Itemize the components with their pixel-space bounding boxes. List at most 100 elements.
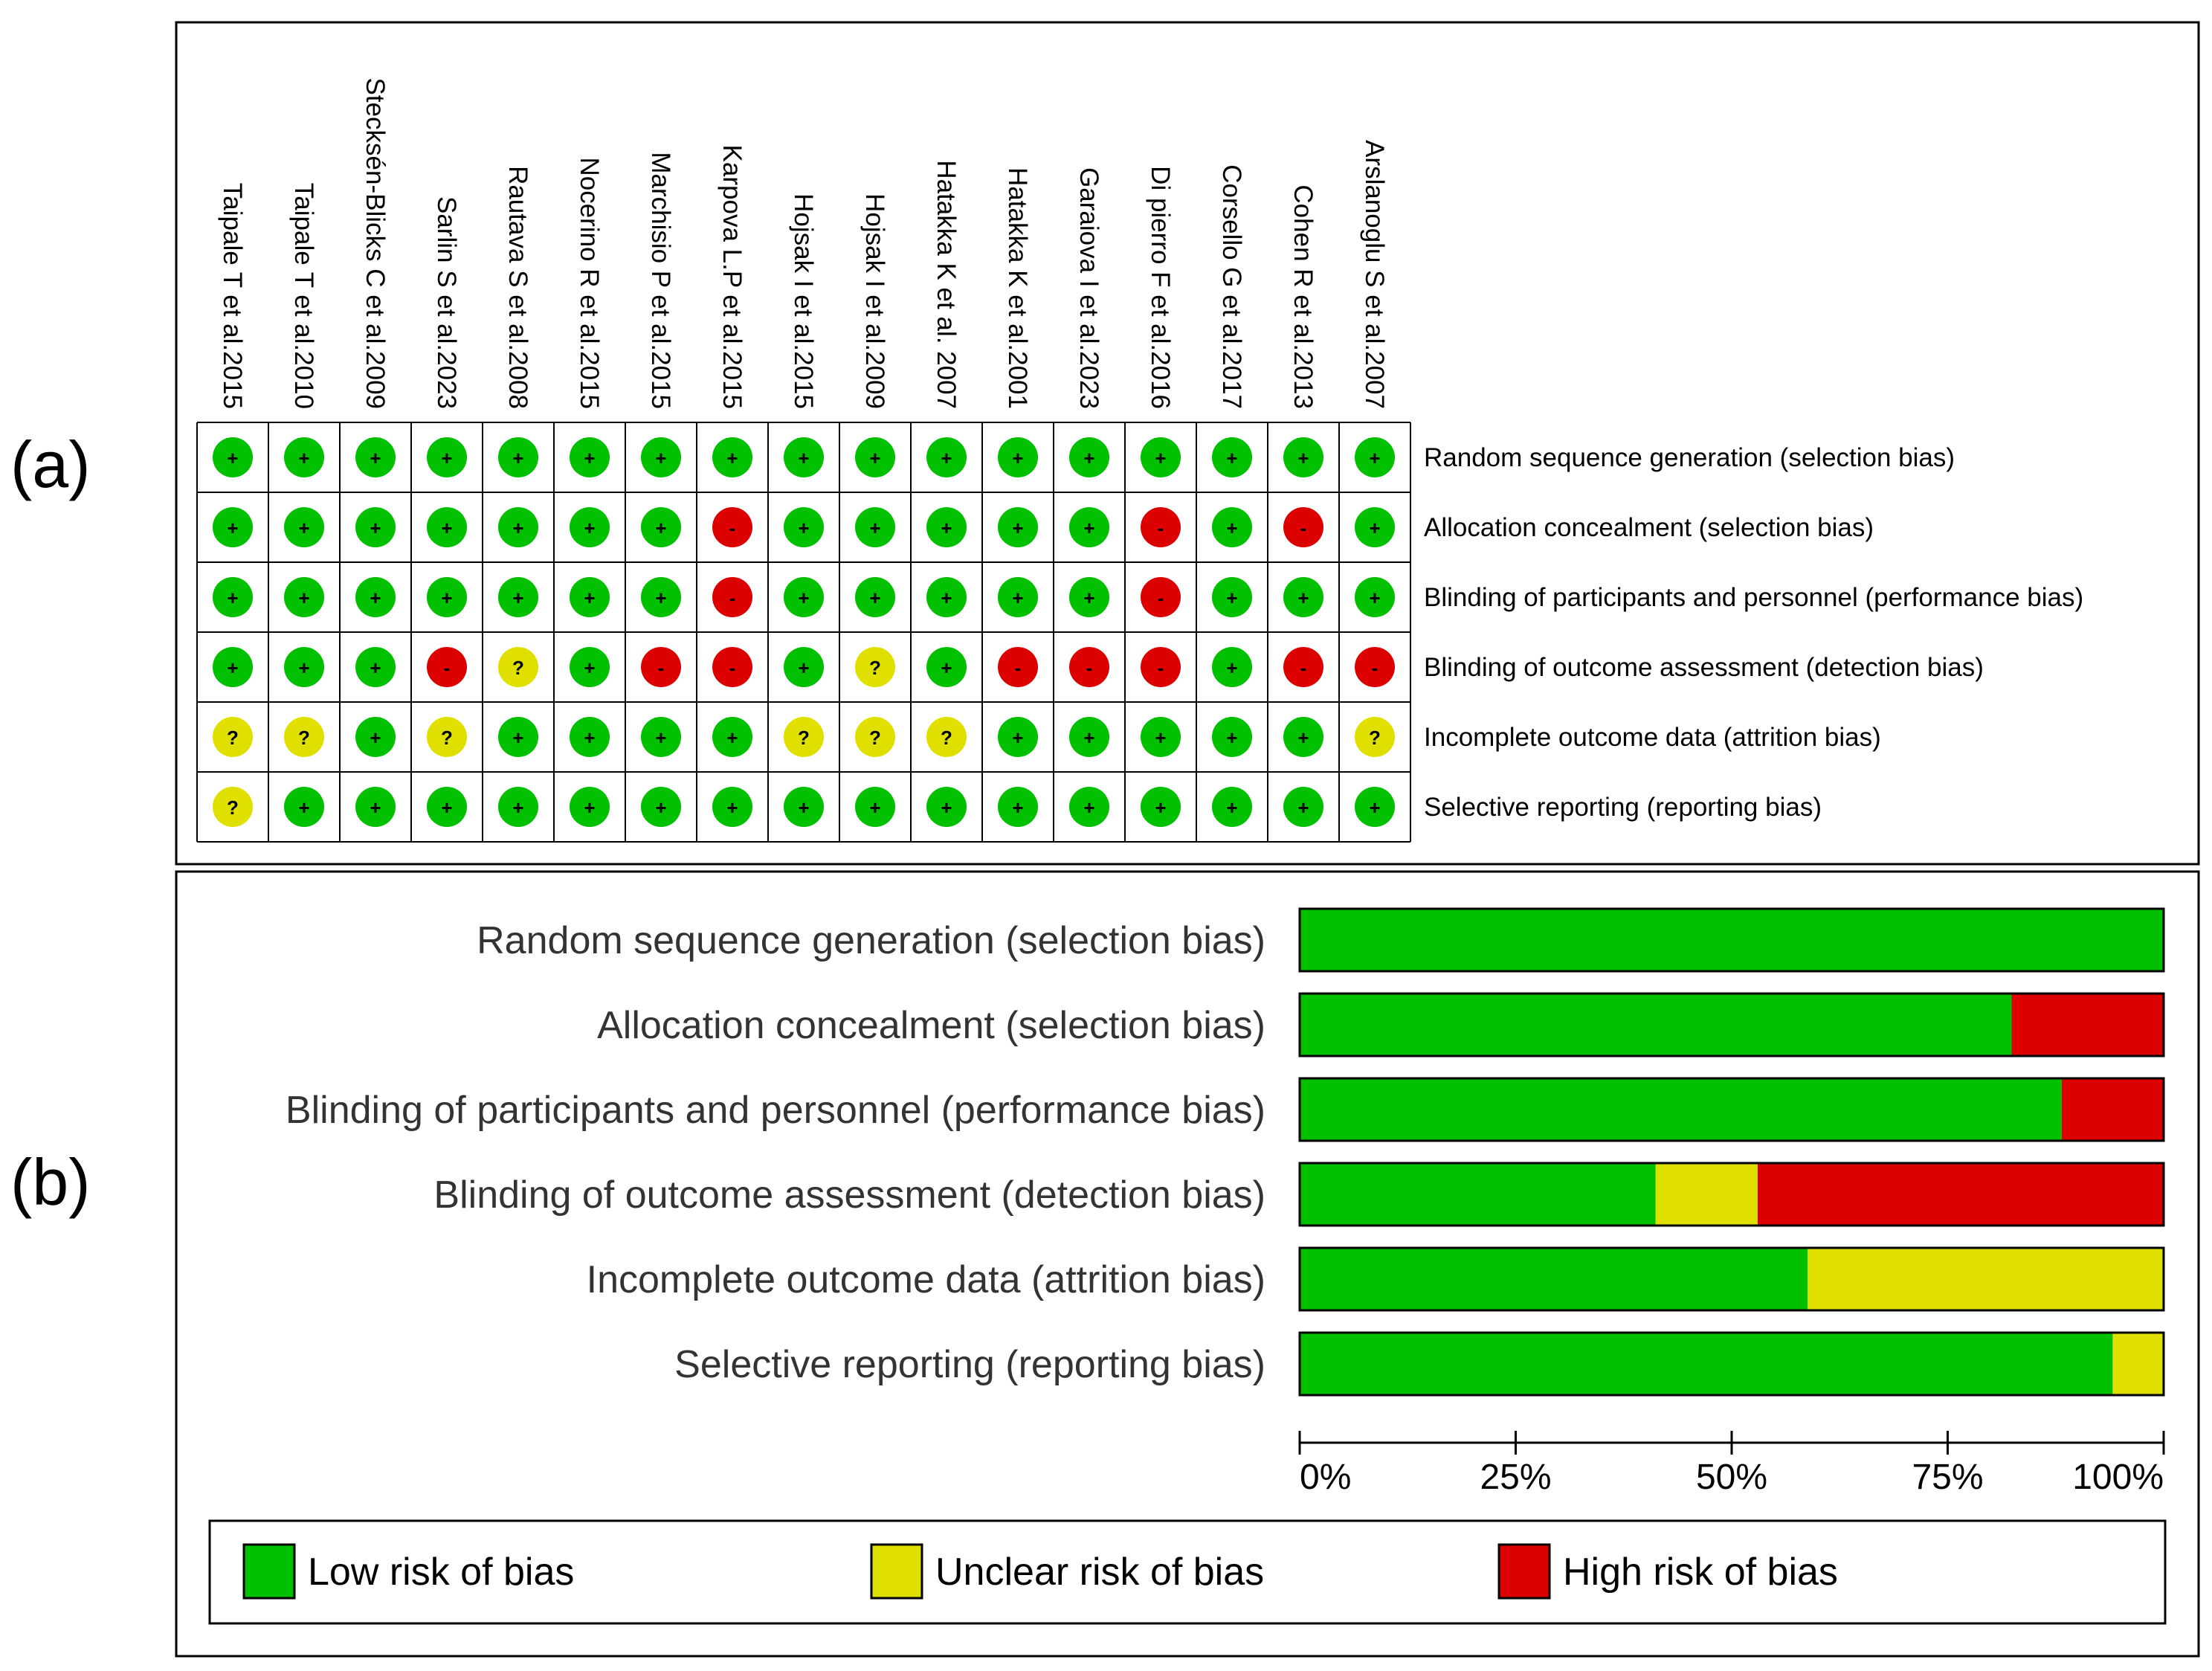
judgement-low-circle (1355, 507, 1395, 547)
legend-label: Low risk of bias (308, 1551, 574, 1594)
judgement-symbol: + (655, 517, 666, 539)
judgement-symbol: + (298, 796, 309, 819)
judgement-symbol: + (1012, 587, 1023, 609)
judgement-low-circle (355, 507, 396, 547)
judgement-unclear-circle (427, 717, 467, 757)
judgement-symbol: + (655, 587, 666, 609)
judgement-low-circle (855, 577, 895, 617)
judgement-symbol: ? (1369, 727, 1381, 749)
judgement-low-circle (784, 507, 824, 547)
judgement-symbol: + (584, 517, 595, 539)
bar-outline (1298, 1331, 2165, 1397)
judgement-low-circle (1069, 577, 1109, 617)
judgement-low-circle (1212, 787, 1252, 827)
judgement-symbol: - (444, 657, 451, 679)
judgement-symbol: + (1012, 727, 1023, 749)
legend-box (208, 1519, 2167, 1625)
judgement-low-circle (784, 577, 824, 617)
study-label: Taipale T et al.2010 (289, 183, 318, 409)
judgement-symbol: + (370, 447, 381, 469)
judgement-low-circle (427, 437, 467, 477)
bar-segment-low (1300, 1163, 1656, 1226)
judgement-low-circle (784, 647, 824, 687)
judgement-low-circle (926, 437, 967, 477)
judgement-symbol: + (655, 796, 666, 819)
domain-label: Selective reporting (reporting bias) (1424, 793, 1822, 822)
judgement-symbol: + (798, 447, 809, 469)
judgement-symbol: + (298, 517, 309, 539)
study-label: Nocerino R et al.2015 (575, 157, 604, 409)
judgement-symbol: + (941, 657, 952, 679)
judgement-symbol: + (370, 587, 381, 609)
judgement-symbol: ? (512, 657, 524, 679)
judgement-symbol: + (227, 447, 238, 469)
judgement-unclear-circle (855, 647, 895, 687)
legend-label: Unclear risk of bias (935, 1551, 1264, 1594)
judgement-low-circle (1141, 787, 1181, 827)
judgement-low-circle (1069, 787, 1109, 827)
judgement-symbol: + (941, 796, 952, 819)
study-label: Cohen R et al.2013 (1289, 184, 1318, 409)
bar-segment-low (1300, 909, 2164, 971)
judgement-low-circle (213, 507, 253, 547)
judgement-symbol: + (1226, 447, 1237, 469)
x-tick-label: 100% (2072, 1458, 2164, 1497)
judgement-symbol: + (1226, 517, 1237, 539)
bar-segment-low (1300, 1248, 1808, 1310)
study-label: Taipale T et al.2015 (218, 183, 247, 409)
judgement-low-circle (1069, 507, 1109, 547)
judgement-symbol: + (1083, 447, 1094, 469)
judgement-symbol: + (1297, 727, 1309, 749)
risk-of-bias-graph: Random sequence generation (selection bi… (286, 907, 2165, 1497)
bar-outline (1298, 992, 2165, 1057)
judgement-low-circle (570, 437, 610, 477)
judgement-low-circle (784, 787, 824, 827)
judgement-low-circle (784, 437, 824, 477)
judgement-low-circle (998, 577, 1038, 617)
risk-of-bias-summary: Taipale T et al.2015 Taipale T et al.2010… (196, 78, 2083, 843)
judgement-symbol: + (1083, 796, 1094, 819)
judgement-high-circle (998, 647, 1038, 687)
judgement-symbol: + (1012, 796, 1023, 819)
judgement-symbol: + (298, 587, 309, 609)
judgement-low-circle (570, 507, 610, 547)
bar-segment-high (1757, 1163, 2165, 1226)
judgement-low-circle (284, 437, 324, 477)
study-label: Hatakka K et al. 2007 (932, 160, 961, 409)
judgement-high-circle (1141, 507, 1181, 547)
judgement-low-circle (641, 577, 681, 617)
judgement-low-circle (570, 647, 610, 687)
judgement-low-circle (926, 787, 967, 827)
judgement-high-circle (1355, 647, 1395, 687)
judgement-symbol: + (726, 727, 738, 749)
judgement-low-circle (427, 577, 467, 617)
judgement-symbol: + (370, 796, 381, 819)
judgement-low-circle (1283, 437, 1323, 477)
judgement-high-circle (1141, 577, 1181, 617)
judgement-symbol: + (441, 517, 452, 539)
domain-label: Random sequence generation (selection bi… (1424, 443, 1955, 472)
judgement-low-circle (641, 787, 681, 827)
judgement-symbol: + (726, 796, 738, 819)
judgement-symbol: + (1155, 727, 1166, 749)
x-tick-label: 0% (1300, 1458, 1351, 1497)
judgement-low-circle (1212, 507, 1252, 547)
panel-b-frame (175, 870, 2200, 1658)
judgement-symbol: + (1369, 517, 1380, 539)
judgement-symbol: - (1300, 517, 1307, 539)
judgement-high-circle (427, 647, 467, 687)
judgement-symbol: + (1369, 796, 1380, 819)
judgement-low-circle (427, 507, 467, 547)
study-label: Hojsak I et al.2009 (860, 193, 889, 409)
judgement-symbol: + (798, 657, 809, 679)
legend: Low risk of bias Unclear risk of bias High… (208, 1519, 2167, 1625)
judgement-low-circle (855, 507, 895, 547)
category-label: Incomplete outcome data (attrition bias) (587, 1258, 1265, 1301)
study-label: Arslanoglu S et al.2007 (1360, 140, 1389, 409)
judgement-symbol: + (798, 587, 809, 609)
judgement-symbol: + (298, 657, 309, 679)
judgement-low-circle (855, 437, 895, 477)
judgement-symbol: + (227, 587, 238, 609)
judgement-symbol: + (655, 447, 666, 469)
